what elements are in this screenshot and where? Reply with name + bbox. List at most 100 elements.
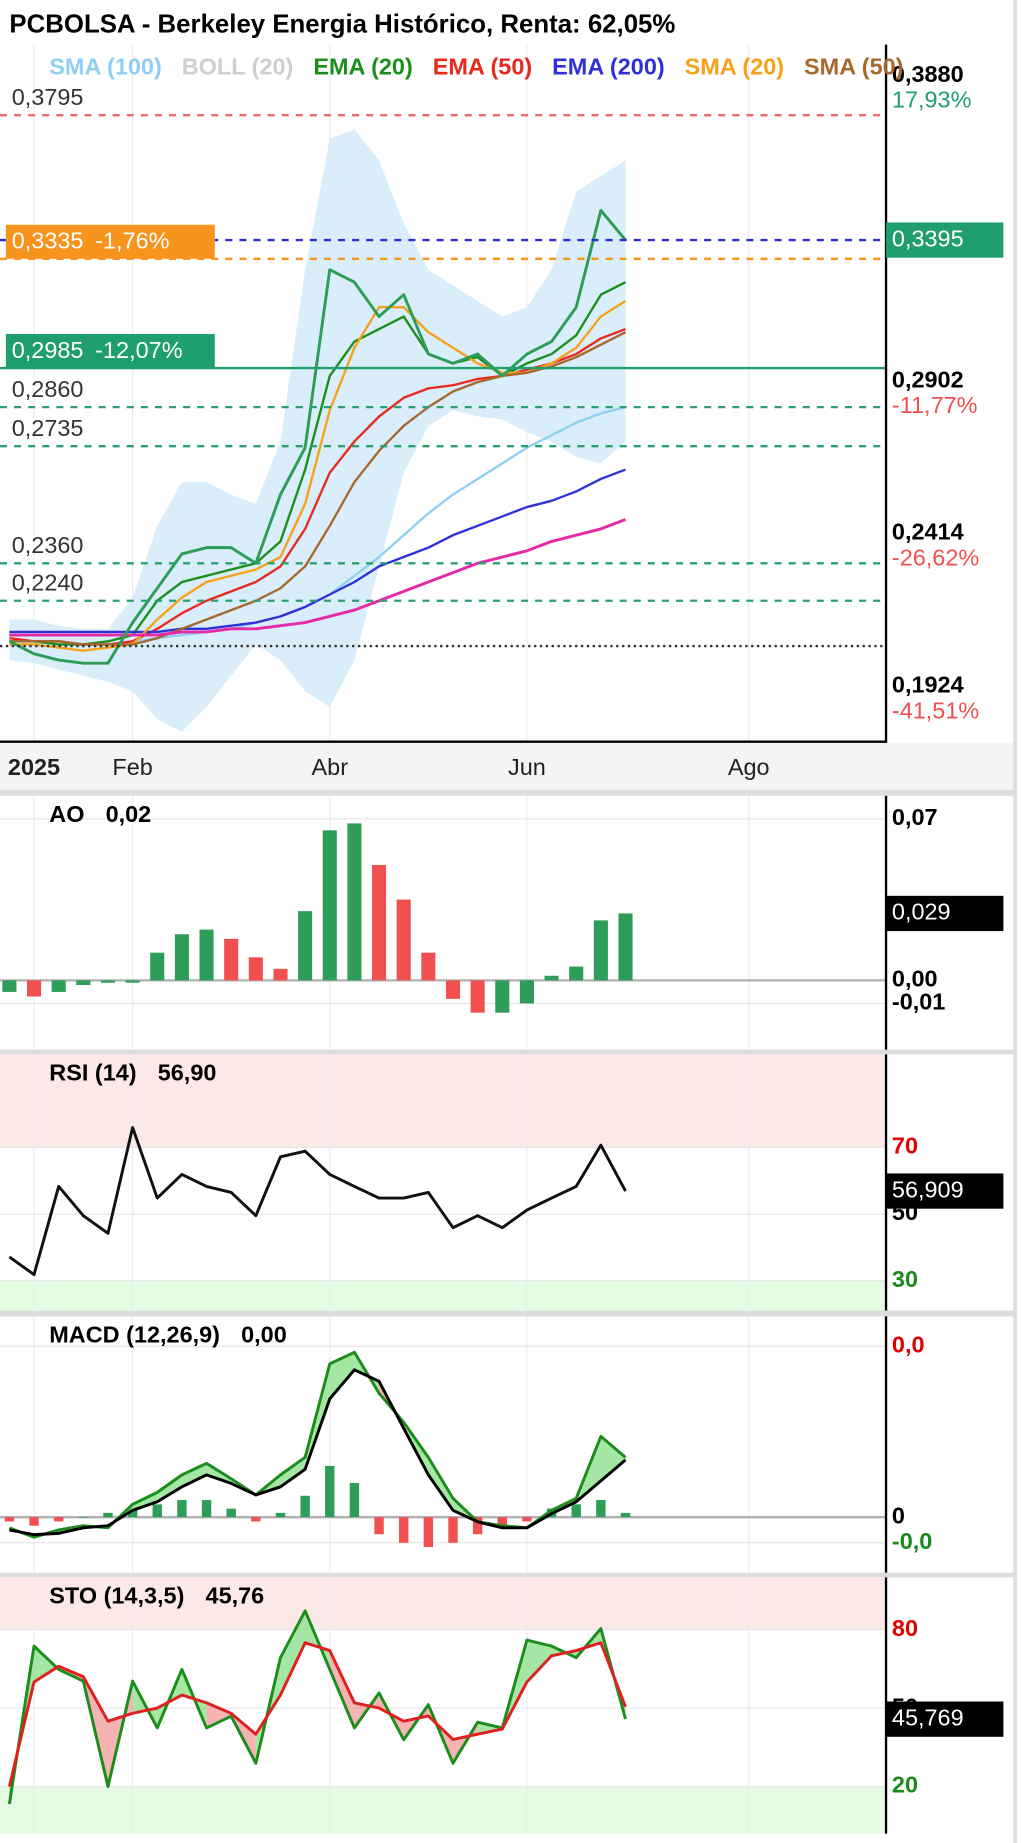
change-label: 17,93% (892, 87, 972, 113)
current-value-box (886, 1701, 1004, 1737)
panel-separator (0, 1310, 1016, 1317)
histogram-bar (53, 1517, 64, 1522)
histogram-bar (399, 1517, 409, 1543)
histogram-bar (322, 830, 337, 981)
y-tick-label: 20 (892, 1772, 918, 1798)
histogram-bar (152, 1504, 162, 1518)
histogram-bar (103, 1512, 113, 1518)
panel-value: 45,76 (206, 1583, 265, 1609)
level-label: 0,2360 (12, 532, 84, 558)
series-line (7, 1609, 627, 1805)
change-label: -26,62% (892, 545, 979, 571)
histogram-bar (201, 1500, 212, 1518)
histogram-bar (125, 980, 140, 983)
y-tick-label: 80 (892, 1615, 918, 1641)
chart-title: PCBOLSA - Berkeley Energia Histórico, Re… (9, 11, 675, 39)
histogram-bar (445, 980, 461, 999)
series-line (9, 468, 626, 634)
series-line (9, 1368, 627, 1537)
histogram-bar (275, 1512, 286, 1518)
histogram-bar (150, 952, 165, 981)
histogram-bar (522, 1517, 532, 1522)
fill-between (280, 1610, 306, 1696)
histogram-bar (374, 1517, 384, 1535)
price-label: 0,2414 (892, 519, 964, 545)
fill-between (157, 1474, 182, 1502)
histogram-bar (100, 980, 116, 983)
fill-between (329, 1352, 355, 1399)
series-line (8, 208, 627, 665)
legend-entry: EMA (200) (552, 53, 665, 79)
histogram-bar (4, 1517, 15, 1522)
histogram-bar (26, 980, 42, 997)
histogram-bar (224, 938, 239, 981)
panel-value: 0,00 (241, 1322, 287, 1348)
fill-between (329, 1650, 355, 1728)
series-line (9, 331, 627, 646)
histogram-bar (199, 929, 214, 981)
level-label: 0,2860 (12, 376, 84, 402)
histogram-bar (497, 1517, 507, 1526)
current-value-box (886, 1173, 1004, 1209)
panel-value: 56,90 (158, 1059, 217, 1085)
panel-separator (0, 1572, 1016, 1578)
histogram-bar (396, 899, 411, 981)
level-note: -12,07% (95, 337, 182, 363)
y-tick-label: 0,00 (892, 966, 938, 992)
histogram-bar (76, 980, 91, 985)
histogram-bar (620, 1512, 631, 1518)
level-note: -1,76% (95, 228, 169, 254)
histogram-bar (248, 957, 263, 981)
legend-entry: EMA (20) (313, 53, 412, 79)
histogram-bar (127, 1508, 138, 1518)
fill-between (34, 1646, 59, 1682)
current-value-label: 45,769 (892, 1704, 964, 1730)
current-value-box (886, 895, 1004, 932)
level-label: 0,2735 (12, 415, 84, 441)
histogram-bar (423, 1517, 434, 1548)
histogram-bar (618, 913, 633, 981)
fill-between (181, 1463, 207, 1487)
panel-separator (0, 789, 1016, 796)
x-tick-label: Abr (312, 754, 349, 780)
y-tick-label: 30 (892, 1266, 918, 1292)
fill-between (428, 1457, 453, 1511)
histogram-bar (372, 864, 387, 981)
level-label: 0,2240 (12, 569, 84, 595)
level-box (5, 334, 215, 369)
histogram-bar (2, 980, 17, 992)
y-tick-label: 0,0 (892, 1332, 925, 1358)
level-label: 0,3795 (12, 84, 84, 110)
histogram-bar (226, 1508, 236, 1518)
y-tick-label: -0,01 (892, 989, 945, 1015)
fill-between (206, 1702, 232, 1728)
legend-entry: SMA (50) (804, 53, 903, 79)
current-value-label: 0,3395 (892, 225, 964, 251)
histogram-bar (448, 1517, 458, 1543)
histogram-bar (472, 1517, 483, 1535)
fill-between (477, 1722, 503, 1735)
y-tick-label: -0,0 (892, 1528, 932, 1554)
series-line (9, 281, 627, 646)
fill-between (600, 1436, 626, 1481)
price-label: 0,3880 (892, 61, 964, 87)
legend-entry: SMA (20) (685, 53, 784, 79)
x-tick-label: Feb (112, 754, 152, 780)
histogram-bar (51, 980, 66, 992)
change-label: -11,77% (892, 392, 978, 418)
series-line (9, 518, 627, 637)
histogram-bar (325, 1465, 335, 1518)
change-label: -41,51% (892, 698, 979, 724)
histogram-bar (470, 980, 485, 1013)
x-tick-label: 2025 (8, 754, 60, 780)
histogram-bar (78, 1517, 89, 1518)
panel-title: RSI (14) (49, 1059, 136, 1085)
histogram-bar (300, 1495, 310, 1518)
zone-band (0, 1054, 887, 1148)
panel-title: STO (14,3,5) (49, 1583, 184, 1609)
level-label: 0,3335 (12, 228, 84, 254)
histogram-bar (544, 975, 559, 981)
